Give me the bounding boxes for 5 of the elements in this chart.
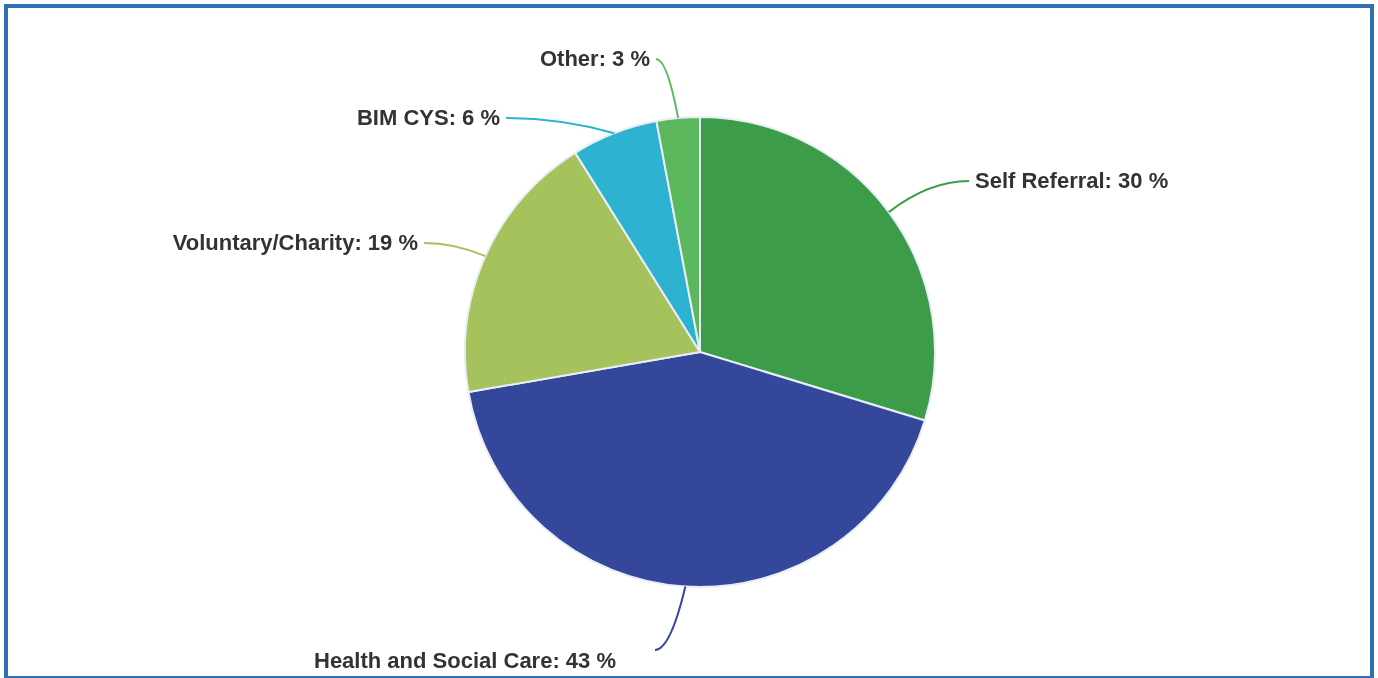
- slice-label: Other: 3 %: [539, 46, 650, 71]
- slice-label: Self Referral: 30 %: [975, 168, 1169, 193]
- slice-label: Health and Social Care: 43 %: [314, 648, 616, 673]
- slice-label: Voluntary/Charity: 19 %: [172, 230, 418, 255]
- slice-label: BIM CYS: 6 %: [356, 105, 500, 130]
